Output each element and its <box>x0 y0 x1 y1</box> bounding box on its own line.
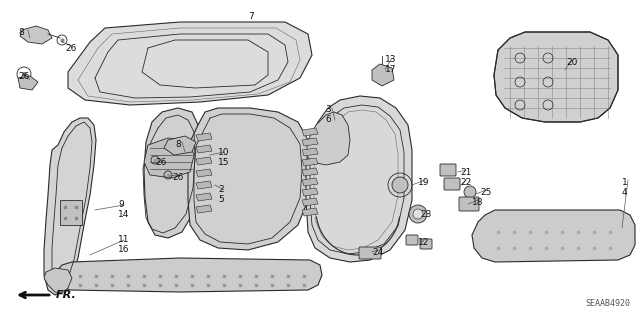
Polygon shape <box>302 158 318 166</box>
Text: 18: 18 <box>472 198 483 207</box>
Polygon shape <box>196 145 212 153</box>
Polygon shape <box>302 178 318 186</box>
Text: 26: 26 <box>155 158 166 167</box>
FancyBboxPatch shape <box>459 197 479 211</box>
FancyBboxPatch shape <box>359 247 381 259</box>
Text: 6: 6 <box>325 115 331 124</box>
Text: 8: 8 <box>18 28 24 37</box>
Text: 2: 2 <box>218 185 223 194</box>
Polygon shape <box>302 188 318 196</box>
Text: 5: 5 <box>218 195 224 204</box>
Text: 11: 11 <box>118 235 129 244</box>
Polygon shape <box>52 258 322 292</box>
Polygon shape <box>372 64 394 86</box>
Polygon shape <box>196 157 212 165</box>
Polygon shape <box>196 193 212 201</box>
Text: 26: 26 <box>172 173 184 182</box>
Text: 9: 9 <box>118 200 124 209</box>
Text: 8: 8 <box>175 140 180 149</box>
Polygon shape <box>302 168 318 176</box>
Polygon shape <box>302 198 318 206</box>
Polygon shape <box>302 138 318 146</box>
Text: SEAAB4920: SEAAB4920 <box>585 299 630 308</box>
Text: 3: 3 <box>325 105 331 114</box>
Text: 25: 25 <box>480 188 492 197</box>
FancyBboxPatch shape <box>444 178 460 190</box>
Text: 12: 12 <box>418 238 429 247</box>
Text: 22: 22 <box>460 178 471 187</box>
Polygon shape <box>302 148 318 156</box>
FancyBboxPatch shape <box>420 239 432 249</box>
Polygon shape <box>144 108 200 238</box>
Text: 21: 21 <box>460 168 472 177</box>
Text: FR.: FR. <box>56 290 77 300</box>
FancyBboxPatch shape <box>406 235 418 245</box>
Text: 24: 24 <box>372 248 383 257</box>
Circle shape <box>409 205 427 223</box>
Text: 19: 19 <box>418 178 429 187</box>
Polygon shape <box>144 138 194 178</box>
Polygon shape <box>44 118 96 295</box>
Text: 13: 13 <box>385 55 397 64</box>
Polygon shape <box>196 133 212 141</box>
Polygon shape <box>60 200 82 225</box>
Text: 15: 15 <box>218 158 230 167</box>
Polygon shape <box>302 128 318 136</box>
Polygon shape <box>188 108 310 250</box>
Polygon shape <box>306 112 350 165</box>
Text: 23: 23 <box>420 210 431 219</box>
Polygon shape <box>302 208 318 216</box>
Circle shape <box>413 209 423 219</box>
Polygon shape <box>472 210 635 262</box>
Polygon shape <box>20 26 52 44</box>
Text: 4: 4 <box>622 188 628 197</box>
Polygon shape <box>164 136 196 155</box>
Circle shape <box>464 186 476 198</box>
Polygon shape <box>306 96 412 262</box>
FancyBboxPatch shape <box>440 164 456 176</box>
Polygon shape <box>44 268 72 293</box>
Polygon shape <box>68 22 312 105</box>
Text: 20: 20 <box>566 58 577 67</box>
Text: 16: 16 <box>118 245 129 254</box>
Polygon shape <box>18 76 38 90</box>
Text: 17: 17 <box>385 65 397 74</box>
Polygon shape <box>196 181 212 189</box>
Circle shape <box>392 177 408 193</box>
Polygon shape <box>196 205 212 213</box>
Text: 7: 7 <box>248 12 253 21</box>
Text: 14: 14 <box>118 210 129 219</box>
Polygon shape <box>494 32 618 122</box>
Text: 10: 10 <box>218 148 230 157</box>
Text: 1: 1 <box>622 178 628 187</box>
Polygon shape <box>196 169 212 177</box>
Text: 26: 26 <box>65 44 76 53</box>
Text: 26: 26 <box>18 72 29 81</box>
